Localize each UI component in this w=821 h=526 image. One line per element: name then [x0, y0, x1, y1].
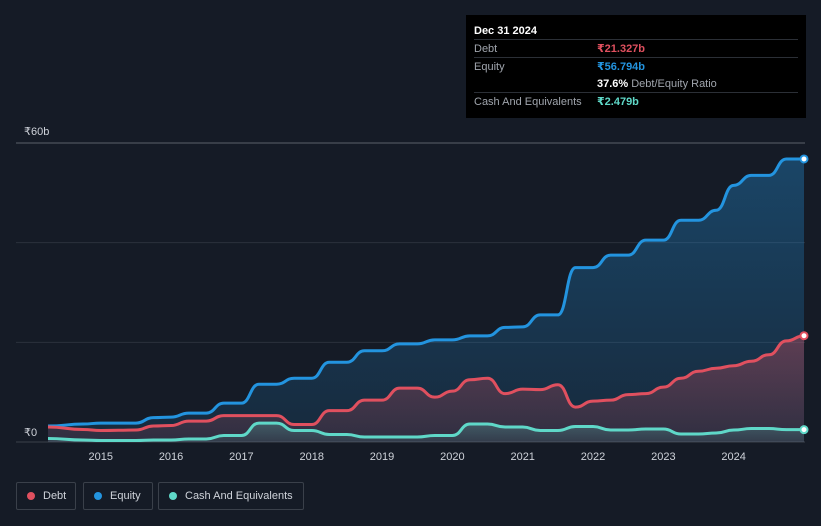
tooltip-debt-value: ₹21.327b — [597, 43, 646, 55]
equity-endpoint — [799, 154, 809, 164]
y-tick-label-zero: ₹0 — [24, 427, 37, 439]
tooltip-equity-row: Equity ₹56.794b — [474, 57, 798, 75]
x-tick-label: 2024 — [721, 451, 745, 463]
tooltip-ratio-value: 37.6% — [597, 77, 629, 90]
equity-line — [47, 157, 804, 428]
y-tick-label-top: ₹60b — [24, 126, 49, 138]
cash-line — [47, 421, 804, 443]
tooltip-equity-value: ₹56.794b — [597, 61, 646, 73]
tooltip-date: Dec 31 2024 — [474, 25, 537, 37]
debt-area — [48, 335, 804, 442]
tooltip-cash-value: ₹2.479b — [597, 96, 639, 108]
cash-endpoint — [799, 425, 809, 435]
x-tick-label: 2018 — [299, 451, 323, 463]
legend-item-cash[interactable]: Cash And Equivalents — [158, 482, 304, 510]
x-tick-label: 2017 — [229, 451, 253, 463]
legend-debt-label: Debt — [43, 490, 67, 502]
legend-cash-label: Cash And Equivalents — [185, 490, 293, 502]
tooltip-ratio-row: 37.6% Debt/Equity Ratio — [474, 75, 798, 92]
x-tick-label: 2015 — [89, 451, 113, 463]
debt-endpoint — [799, 331, 809, 341]
tooltip: Dec 31 2024 Debt ₹21.327b Equity ₹56.794… — [466, 15, 806, 118]
legend-item-equity[interactable]: Equity — [83, 482, 153, 510]
tooltip-cash-row: Cash And Equivalents ₹2.479b — [474, 92, 798, 110]
tooltip-debt-row: Debt ₹21.327b — [474, 39, 798, 57]
tooltip-cash-label: Cash And Equivalents — [474, 95, 582, 108]
x-tick-label: 2023 — [651, 451, 675, 463]
tooltip-ratio-label: Debt/Equity Ratio — [631, 77, 717, 90]
equity-area — [48, 158, 804, 442]
tooltip-debt-label: Debt — [474, 42, 498, 55]
x-tick-label: 2016 — [159, 451, 183, 463]
legend-equity-label: Equity — [110, 490, 141, 502]
legend-item-debt[interactable]: Debt — [16, 482, 76, 510]
x-tick-label: 2021 — [510, 451, 534, 463]
x-tick-label: 2022 — [581, 451, 605, 463]
x-tick-label: 2020 — [440, 451, 464, 463]
x-tick-label: 2019 — [370, 451, 394, 463]
cash-legend-dot — [169, 492, 177, 500]
debt-legend-dot — [27, 492, 35, 500]
debt-line — [47, 334, 805, 433]
tooltip-equity-label: Equity — [474, 60, 505, 73]
cash-area — [48, 423, 804, 442]
equity-legend-dot — [94, 492, 102, 500]
